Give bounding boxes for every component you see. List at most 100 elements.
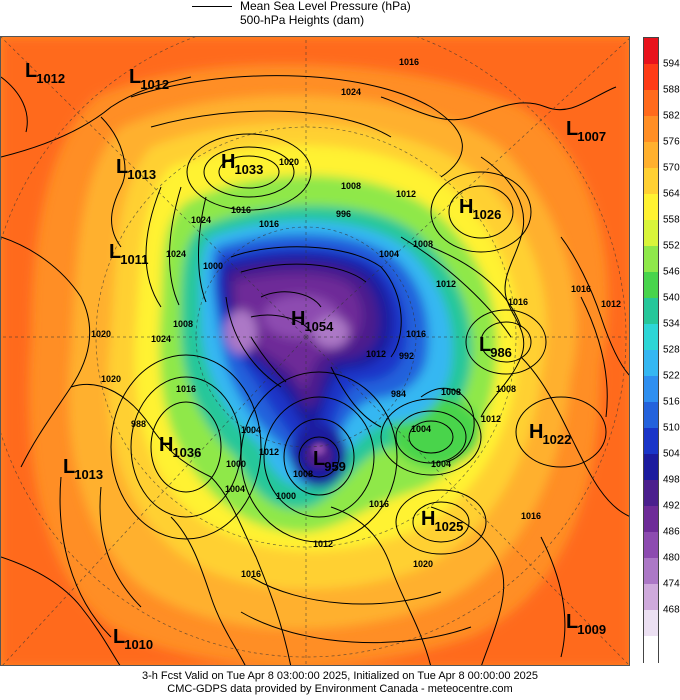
colorbar-cell [644,324,658,351]
colorbar-cell [644,636,658,663]
isobar-label: 1016 [231,205,251,215]
legend-heights-label: 500-hPa Heights (dam) [240,13,365,27]
isobar-label: 984 [391,389,406,399]
isobar-labels: 1016 1024 1020 1008 1012 1016 1024 1000 … [91,57,621,579]
colorbar-cell [644,220,658,247]
isobar-label: 1008 [441,387,461,397]
isobar-label: 1016 [399,57,419,67]
isobar-label: 988 [131,419,146,429]
colorbar [643,37,659,663]
legend-mslp-label: Mean Sea Level Pressure (hPa) [240,0,411,13]
colorbar-tick-label: 522 [663,370,680,382]
isobar-label: 1012 [601,299,621,309]
isobar-label: 1024 [166,249,186,259]
colorbar-cell [644,402,658,429]
isobar-label: 1020 [279,157,299,167]
isobar-label: 1016 [176,384,196,394]
colorbar-cell [644,350,658,377]
colorbar-cell [644,428,658,455]
colorbar-tick-label: 564 [663,188,680,200]
isobar-label: 1000 [203,261,223,271]
height-field-bands [1,37,629,665]
isobar-label: 1000 [226,459,246,469]
low-1009: L1009 [566,611,607,637]
colorbar-tick-label: 498 [663,474,680,486]
colorbar-tick-label: 534 [663,318,680,330]
isobar-label: 1016 [241,569,261,579]
map-canvas: 1016 1024 1020 1008 1012 1016 1024 1000 … [1,37,629,665]
isobar-label: 1016 [369,499,389,509]
colorbar-cell [644,194,658,221]
legend-line-swatch [192,6,232,7]
high-1036: H1036 [159,434,202,460]
colorbar-cell [644,532,658,559]
colorbar-tick-label: 582 [663,110,680,122]
isobar-label: 1012 [481,414,501,424]
colorbar-cell [644,298,658,325]
colorbar-cell [644,506,658,533]
isobar-label: 1008 [413,239,433,249]
colorbar-tick-label: 552 [663,240,680,252]
colorbar-tick-label: 492 [663,500,680,512]
colorbar-tick-label: 594 [663,58,680,70]
isobar-label: 1024 [191,215,211,225]
isobar-label: 1016 [259,219,279,229]
isobar-label: 1012 [313,539,333,549]
colorbar-cell [644,90,658,117]
colorbar-tick-label: 516 [663,396,680,408]
high-1025: H1025 [421,508,464,534]
data-credit-text: CMC-GDPS data provided by Environment Ca… [167,683,513,695]
low-986: L986 [479,334,512,360]
colorbar-tick-label: 570 [663,162,680,174]
isobars [59,75,608,658]
high-1022: H1022 [529,421,572,447]
isobar-label: 1012 [396,189,416,199]
isobar-label: 1008 [496,384,516,394]
colorbar-cell [644,584,658,611]
colorbar-tick-label: 576 [663,136,680,148]
colorbar-cell [644,454,658,481]
isobar-label: 1012 [436,279,456,289]
colorbar-tick-label: 480 [663,552,680,564]
forecast-valid-text: 3-h Fcst Valid on Tue Apr 8 03:00:00 202… [141,670,539,682]
low-1007: L1007 [566,118,607,144]
isobar-label: 1004 [225,484,245,494]
colorbar-tick-label: 474 [663,578,680,590]
colorbar-cell [644,376,658,403]
colorbar-cell [644,116,658,143]
isobar-label: 1016 [521,511,541,521]
colorbar-tick-label: 510 [663,422,680,434]
colorbar-tick-label: 588 [663,84,680,96]
colorbar-cell [644,480,658,507]
isobar-label: 1020 [91,329,111,339]
isobar-label: 1020 [101,374,121,384]
isobar-label: 1004 [431,459,451,469]
isobar-label: 1012 [366,349,386,359]
isobar-label: 1008 [341,181,361,191]
colorbar-tick-label: 546 [663,266,680,278]
isobar-label: 1000 [276,491,296,501]
isobar-label: 1008 [173,319,193,329]
high-1033: H1033 [221,151,264,177]
isobar-label: 1024 [341,87,361,97]
low-959: L959 [313,448,346,474]
isobar-label: 1008 [293,469,313,479]
colorbar-tick-label: 540 [663,292,680,304]
colorbar-tick-label: 558 [663,214,680,226]
weather-map: 1016 1024 1020 1008 1012 1016 1024 1000 … [0,36,630,666]
isobar-label: 1016 [406,329,426,339]
colorbar-cell [644,64,658,91]
high-1054: H1054 [291,308,334,334]
isobar-label: 1004 [411,424,431,434]
footer: 3-h Fcst Valid on Tue Apr 8 03:00:00 202… [0,670,680,696]
isobar-label: 996 [336,209,351,219]
isobar-label: 1012 [259,447,279,457]
colorbar-cell [644,38,658,65]
isobar-label: 1020 [413,559,433,569]
isobar-label: 1016 [508,297,528,307]
colorbar-cell [644,246,658,273]
legend-header: Mean Sea Level Pressure (hPa) 500-hPa He… [0,0,680,36]
isobar-label: 1004 [241,425,261,435]
colorbar-tick-label: 504 [663,448,680,460]
high-1026: H1026 [459,196,502,222]
